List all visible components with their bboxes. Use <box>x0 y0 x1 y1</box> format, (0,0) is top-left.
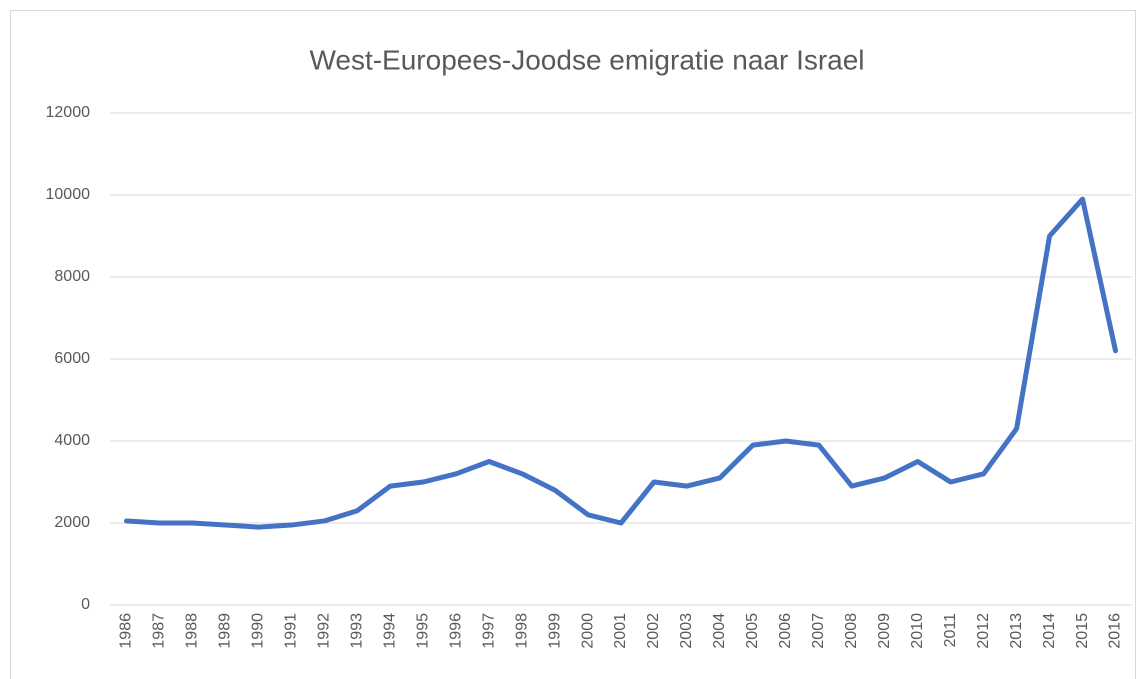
y-tick-label: 6000 <box>54 350 90 367</box>
x-tick-label: 1992 <box>316 613 333 649</box>
x-tick-label: 2002 <box>645 613 662 649</box>
x-tick-label: 2003 <box>678 613 695 649</box>
x-tick-label: 1991 <box>283 613 300 649</box>
y-tick-label: 8000 <box>54 268 90 285</box>
x-tick-label: 2001 <box>612 613 629 649</box>
x-tick-label: 2010 <box>909 613 926 649</box>
x-tick-label: 1987 <box>151 613 168 649</box>
y-tick-label: 0 <box>81 596 90 613</box>
x-tick-label: 1996 <box>447 613 464 649</box>
x-tick-label: 1999 <box>546 613 563 649</box>
y-tick-label: 12000 <box>46 104 91 121</box>
x-tick-label: 1997 <box>480 613 497 649</box>
x-tick-label: 1989 <box>217 613 234 649</box>
x-tick-label: 1990 <box>250 613 267 649</box>
x-tick-label: 1986 <box>118 613 135 649</box>
x-tick-label: 2004 <box>711 613 728 649</box>
x-tick-label: 1988 <box>184 613 201 649</box>
x-tick-label: 1995 <box>414 613 431 649</box>
x-tick-label: 2008 <box>843 613 860 649</box>
x-tick-label: 1993 <box>348 613 365 649</box>
x-tick-label: 2009 <box>876 613 893 649</box>
x-tick-label: 2006 <box>777 613 794 649</box>
x-tick-label: 2012 <box>975 613 992 649</box>
chart-frame <box>10 10 1136 679</box>
line <box>123 196 1119 530</box>
x-tick-label: 2014 <box>1041 613 1058 649</box>
x-tick-label: 1994 <box>381 613 398 649</box>
x-tick-label: 2013 <box>1008 613 1025 649</box>
x-tick-label: 1998 <box>513 613 530 649</box>
y-tick-label: 2000 <box>54 514 90 531</box>
x-tick-label: 2016 <box>1107 613 1124 649</box>
x-tick-label: 2007 <box>810 613 827 649</box>
chart-title: West-Europees-Joodse emigratie naar Isra… <box>309 44 864 75</box>
x-tick-label: 2015 <box>1074 613 1091 649</box>
x-tick-label: 2005 <box>744 613 761 649</box>
x-tick-label: 2000 <box>579 613 596 649</box>
y-tick-label: 10000 <box>46 186 91 203</box>
x-tick-label: 2011 <box>942 613 959 648</box>
y-tick-label: 4000 <box>54 432 90 449</box>
